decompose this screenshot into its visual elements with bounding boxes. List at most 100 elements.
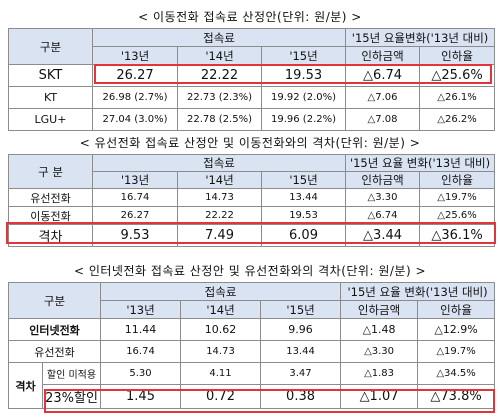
- table-row: KT 26.98 (2.7%) 22.73 (2.3%) 19.92 (2.0%…: [8, 86, 496, 109]
- header-year-13: '13년: [92, 171, 178, 189]
- row-label: 인터넷전화: [7, 318, 102, 341]
- cell-15: 9.96: [260, 318, 342, 341]
- header-gubun: 구분: [8, 28, 93, 65]
- row-label: 이동전화: [8, 206, 93, 225]
- row-label: 할인 미적용: [41, 362, 102, 385]
- row-label: LGU+: [8, 108, 93, 131]
- cell-15: 19.92 (2.0%): [260, 86, 347, 109]
- cell-14: 4.11: [180, 362, 262, 385]
- header-fee: 접속료: [91, 28, 347, 47]
- header-fee: 접속료: [91, 154, 347, 172]
- header-change: '15년 요율 변화('13년 대비): [340, 282, 496, 301]
- cell-15: 13.44: [260, 340, 342, 363]
- cell-14: 10.62: [180, 318, 262, 341]
- cell-13: 11.44: [100, 318, 182, 341]
- cell-cut-amount: △7.06: [345, 86, 421, 109]
- row-label: KT: [8, 86, 93, 109]
- cell-15: 3.47: [260, 362, 342, 385]
- cell-cut-amount: △6.74: [345, 206, 421, 225]
- cell-cut-amount: △3.30: [340, 340, 419, 363]
- cell-cut-amount: △1.48: [340, 318, 419, 341]
- header-cut-amount: 인하금액: [345, 171, 421, 189]
- cell-14: 22.22: [177, 64, 262, 87]
- cell-cut-rate: △26.2%: [419, 108, 496, 131]
- row-label: 격차: [8, 224, 93, 247]
- cell-cut-rate: △34.5%: [417, 362, 496, 385]
- header-year-14: '14년: [180, 300, 262, 319]
- table-row: 격차 9.53 7.49 6.09 △3.44 △36.1%: [8, 224, 496, 247]
- mobile-fee-table: 구분 접속료 '15년 요율변화('13년 대비) '13년 '14년 '15년…: [8, 28, 496, 131]
- cell-cut-amount: △1.83: [340, 362, 419, 385]
- cell-13: 16.74: [100, 340, 182, 363]
- cell-cut-rate: △36.1%: [419, 224, 496, 247]
- header-change: '15년 요율변화('13년 대비): [345, 28, 496, 47]
- cell-13: 1.45: [100, 384, 182, 409]
- cell-13: 9.53: [92, 224, 178, 247]
- header-cut-rate: 인하율: [419, 46, 496, 65]
- cell-cut-amount: △3.44: [345, 224, 421, 247]
- internet-phone-fee-table: 구분 접속료 '15년 요율 변화('13년 대비) '13년 '14년 '15…: [7, 282, 496, 409]
- cell-13: 26.98 (2.7%): [92, 86, 178, 109]
- cell-15: 0.38: [260, 384, 342, 409]
- header-cut-rate: 인하율: [417, 300, 496, 319]
- cell-15: 19.96 (2.2%): [260, 108, 347, 131]
- cell-cut-amount: △7.08: [345, 108, 421, 131]
- table-row: 23%할인 1.45 0.72 0.38 △1.07 △73.8%: [9, 384, 496, 409]
- header-year-14: '14년: [177, 171, 262, 189]
- cell-14: 22.73 (2.3%): [177, 86, 262, 109]
- table-row: 유선전화 16.74 14.73 13.44 △3.30 △19.7%: [8, 188, 496, 207]
- cell-15: 13.44: [260, 188, 347, 207]
- cell-cut-rate: △25.6%: [419, 206, 496, 225]
- gap-group-label: 격차: [8, 362, 43, 409]
- cell-14: 22.22: [177, 206, 262, 225]
- row-label: 23%할인: [41, 384, 102, 409]
- cell-13: 16.74: [92, 188, 178, 207]
- header-year-13: '13년: [100, 300, 182, 319]
- table-row: LGU+ 27.04 (3.0%) 22.78 (2.5%) 19.96 (2.…: [8, 108, 496, 131]
- table-row: SKT 26.27 22.22 19.53 △6.74 △25.6%: [8, 64, 496, 87]
- header-gubun: 구분: [7, 282, 102, 319]
- table1-title: < 이동전화 접속료 산정안(단위: 원/분) >: [138, 10, 362, 24]
- cell-15: 19.53: [260, 206, 347, 225]
- cell-cut-rate: △19.7%: [419, 188, 496, 207]
- header-fee: 접속료: [100, 282, 342, 301]
- cell-14: 14.73: [177, 188, 262, 207]
- cell-14: 0.72: [180, 384, 262, 409]
- header-gubun: 구 분: [8, 154, 93, 189]
- header-year-14: '14년: [177, 46, 262, 65]
- table-row: 격차 할인 미적용 5.30 4.11 3.47 △1.83 △34.5%: [8, 362, 496, 409]
- header-cut-amount: 인하금액: [340, 300, 419, 319]
- table2-title: < 유선전화 접속료 산정안 및 이동전화와의 격차(단위: 원/분) >: [79, 136, 421, 150]
- cell-cut-rate: △12.9%: [417, 318, 496, 341]
- header-year-15: '15년: [260, 171, 347, 189]
- row-label: SKT: [8, 64, 93, 87]
- cell-14: 7.49: [177, 224, 262, 247]
- table-row: 이동전화 26.27 22.22 19.53 △6.74 △25.6%: [8, 206, 496, 225]
- cell-13: 26.27: [92, 64, 178, 87]
- header-cut-rate: 인하율: [419, 171, 496, 189]
- header-year-15: '15년: [260, 46, 347, 65]
- cell-15: 19.53: [260, 64, 347, 87]
- cell-14: 14.73: [180, 340, 262, 363]
- cell-cut-rate: △73.8%: [417, 384, 496, 409]
- cell-cut-amount: △6.74: [345, 64, 421, 87]
- table-row: 인터넷전화 11.44 10.62 9.96 △1.48 △12.9%: [7, 318, 496, 341]
- header-year-13: '13년: [92, 46, 178, 65]
- header-change: '15년 요율 변화('13년 대비): [345, 154, 496, 172]
- cell-15: 6.09: [260, 224, 347, 247]
- cell-cut-amount: △3.30: [345, 188, 421, 207]
- cell-cut-rate: △26.1%: [419, 86, 496, 109]
- landline-fee-table: 구 분 접속료 '15년 요율 변화('13년 대비) '13년 '14년 '1…: [8, 154, 496, 247]
- header-year-15: '15년: [260, 300, 342, 319]
- cell-cut-rate: △19.7%: [417, 340, 496, 363]
- row-label: 유선전화: [8, 188, 93, 207]
- table-row: 유선전화 16.74 14.73 13.44 △3.30 △19.7%: [7, 340, 496, 363]
- cell-cut-amount: △1.07: [340, 384, 419, 409]
- cell-14: 22.78 (2.5%): [177, 108, 262, 131]
- row-label: 유선전화: [7, 340, 102, 363]
- table3-title: < 인터넷전화 접속료 산정안 및 유선전화와의 격차(단위: 원/분) >: [73, 264, 427, 278]
- cell-cut-rate: △25.6%: [419, 64, 496, 87]
- cell-13: 5.30: [100, 362, 182, 385]
- header-cut-amount: 인하금액: [345, 46, 421, 65]
- cell-13: 26.27: [92, 206, 178, 225]
